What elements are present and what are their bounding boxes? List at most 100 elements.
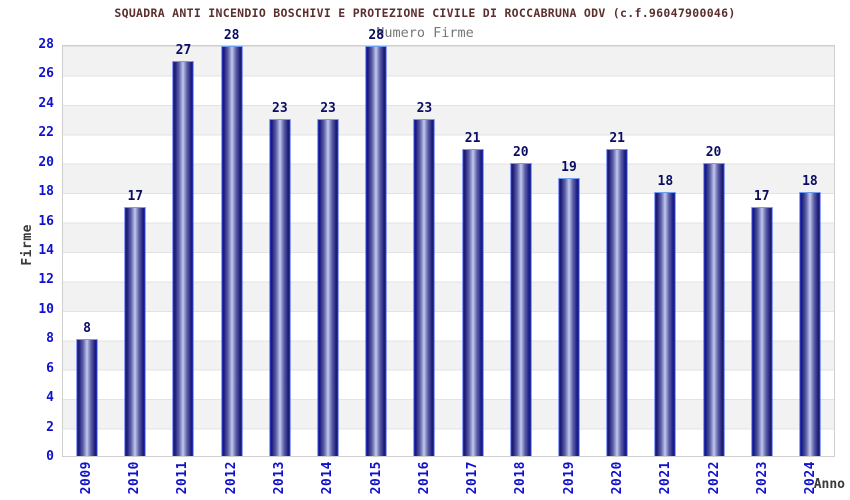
y-tick-label-4: 4 <box>46 390 54 406</box>
x-tick-label-2013: 2013 <box>271 461 287 495</box>
bar-slot-2023: 17 <box>738 46 786 456</box>
bar-2021 <box>654 192 676 456</box>
bar-2019 <box>558 177 580 456</box>
bar-2013 <box>269 119 291 456</box>
bar-value-label-2015: 28 <box>368 28 385 43</box>
bar-2011 <box>172 60 194 456</box>
x-tick-label-2017: 2017 <box>465 461 481 495</box>
bar-slot-2012: 28 <box>208 29 256 456</box>
x-axis-title: Anno <box>813 477 845 492</box>
bar-2015 <box>365 46 387 456</box>
y-tick-label-8: 8 <box>46 331 54 347</box>
chart-title: SQUADRA ANTI INCENDIO BOSCHIVI E PROTEZI… <box>114 6 736 20</box>
y-tick-label-2: 2 <box>46 419 54 435</box>
bar-value-label-2018: 20 <box>512 145 529 161</box>
bar-slot-2020: 21 <box>593 46 641 456</box>
x-tick-label-2014: 2014 <box>320 461 336 495</box>
bar-slot-2011: 27 <box>159 42 207 456</box>
bar-2009 <box>76 338 98 456</box>
bar-slot-2009: 8 <box>63 46 111 456</box>
chart-subtitle: Numero Firme <box>376 25 474 41</box>
bar-value-label-2022: 20 <box>705 145 722 161</box>
bar-slot-2010: 17 <box>111 46 159 456</box>
y-tick-label-22: 22 <box>38 125 54 141</box>
bar-2022 <box>703 163 725 456</box>
bar-2024 <box>799 192 821 456</box>
x-tick-slot-2017: 2017 <box>449 461 497 499</box>
bar-value-label-2017: 21 <box>464 130 481 146</box>
bar-value-label-2009: 8 <box>83 320 92 336</box>
bar-value-label-2011: 27 <box>175 42 192 58</box>
bar-slot-2021: 18 <box>641 46 689 456</box>
bar-slot-2018: 20 <box>497 46 545 456</box>
bar-slot-2015: 28 <box>352 29 400 456</box>
x-tick-slot-2019: 2019 <box>545 461 593 499</box>
x-tick-slot-2023: 2023 <box>738 461 786 499</box>
bar-2018 <box>510 163 532 456</box>
x-tick-slot-2020: 2020 <box>593 461 641 499</box>
bar-2023 <box>751 207 773 456</box>
y-tick-label-14: 14 <box>38 243 54 258</box>
x-tick-slot-2022: 2022 <box>690 461 738 499</box>
y-tick-label-28: 28 <box>38 37 54 52</box>
x-tick-slot-2021: 2021 <box>642 461 690 499</box>
x-tick-slot-2012: 2012 <box>207 461 255 499</box>
bar-value-label-2024: 18 <box>802 174 818 190</box>
bar-slot-2019: 19 <box>545 46 593 456</box>
bar-slot-2024: 18 <box>786 46 834 456</box>
bar-value-label-2016: 23 <box>416 101 433 117</box>
x-tick-label-2015: 2015 <box>368 461 384 495</box>
x-tick-slot-2014: 2014 <box>304 461 352 499</box>
bar-slot-2017: 21 <box>449 46 497 456</box>
x-tick-slot-2010: 2010 <box>110 461 158 499</box>
x-tick-label-2009: 2009 <box>78 461 94 495</box>
x-tick-label-2022: 2022 <box>706 461 722 495</box>
bar-slot-2013: 23 <box>256 46 304 456</box>
y-tick-label-26: 26 <box>38 66 54 82</box>
x-tick-slot-2011: 2011 <box>159 461 207 499</box>
bar-2010 <box>124 207 146 456</box>
bar-2020 <box>606 148 628 456</box>
bar-value-label-2014: 23 <box>320 101 336 117</box>
x-tick-label-2011: 2011 <box>175 461 191 495</box>
bar-2014 <box>317 119 339 456</box>
x-tick-slot-2009: 2009 <box>62 461 110 499</box>
x-tick-label-2010: 2010 <box>126 461 142 495</box>
bar-value-label-2021: 18 <box>657 174 674 190</box>
bar-2016 <box>413 119 435 456</box>
x-axis-ticks: 2009 2010 2011 2012 2013 2014 2015 2016 2017 2018… <box>62 461 835 499</box>
x-tick-slot-2016: 2016 <box>400 461 448 499</box>
bar-2012 <box>221 46 243 456</box>
y-tick-label-12: 12 <box>38 272 54 288</box>
y-tick-label-0: 0 <box>46 449 54 464</box>
x-tick-slot-2013: 2013 <box>255 461 303 499</box>
y-tick-label-24: 24 <box>38 95 54 111</box>
x-tick-slot-2018: 2018 <box>497 461 545 499</box>
bar-value-label-2010: 17 <box>127 189 144 205</box>
bar-value-label-2019: 19 <box>561 159 577 175</box>
bar-value-label-2020: 21 <box>609 130 625 146</box>
x-tick-label-2012: 2012 <box>223 461 239 495</box>
bar-value-label-2023: 17 <box>753 189 770 205</box>
x-tick-label-2016: 2016 <box>416 461 432 495</box>
y-tick-label-20: 20 <box>38 154 54 170</box>
bar-value-label-2013: 23 <box>272 101 288 117</box>
bars-container: 8 17 27 28 23 23 28 23 21 20 19 21 18 20 17 18 <box>63 29 834 456</box>
x-tick-label-2021: 2021 <box>658 461 674 495</box>
x-tick-label-2018: 2018 <box>513 461 529 495</box>
x-tick-label-2019: 2019 <box>561 461 577 495</box>
bar-slot-2016: 23 <box>400 46 448 456</box>
y-tick-label-16: 16 <box>38 213 54 229</box>
y-tick-label-6: 6 <box>46 360 54 376</box>
bar-slot-2014: 23 <box>304 46 352 456</box>
x-tick-label-2020: 2020 <box>610 461 626 495</box>
bar-value-label-2012: 28 <box>223 28 240 43</box>
x-tick-slot-2015: 2015 <box>352 461 400 499</box>
x-tick-label-2023: 2023 <box>755 461 771 495</box>
bar-2017 <box>462 148 484 456</box>
plot-area: 8 17 27 28 23 23 28 23 21 20 19 21 18 20 17 18 <box>62 29 835 457</box>
bar-slot-2022: 20 <box>689 46 737 456</box>
y-axis-ticks: 0 2 4 6 8 10 12 14 16 18 20 22 24 26 28 <box>0 38 56 464</box>
y-tick-label-18: 18 <box>38 184 54 200</box>
